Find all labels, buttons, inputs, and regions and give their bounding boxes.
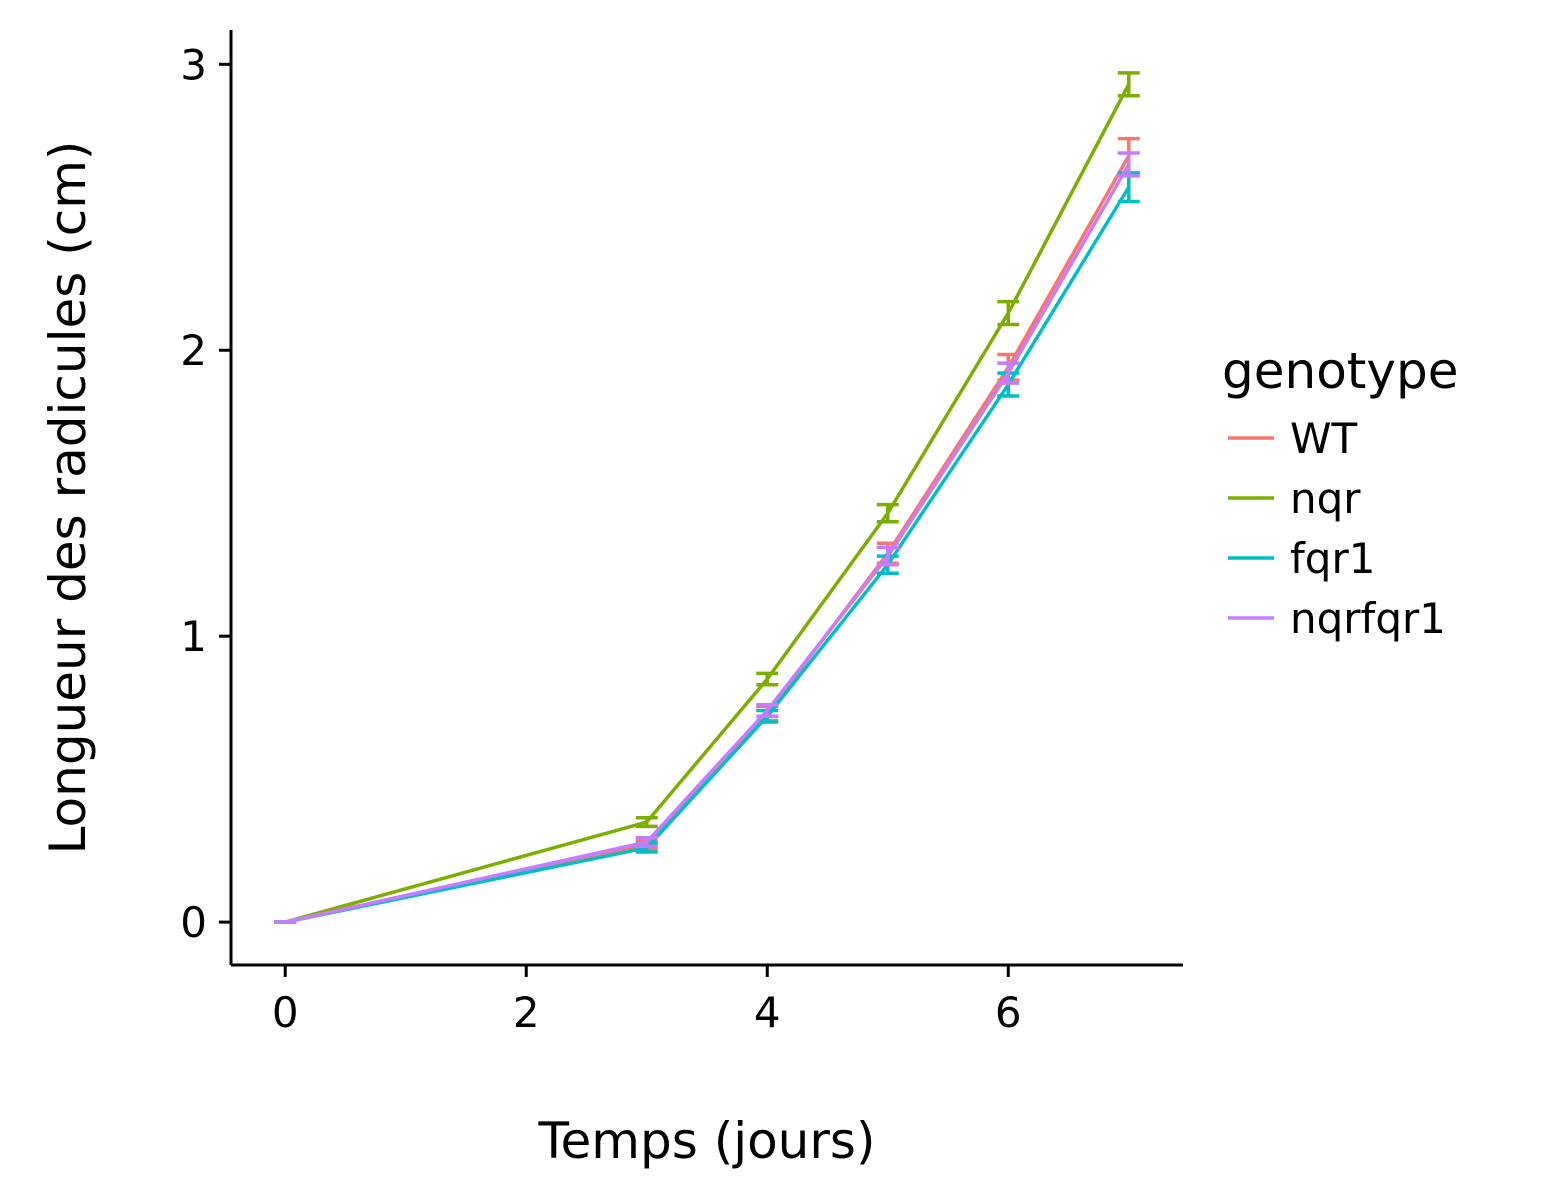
- series-line: [284, 83, 1131, 924]
- x-tick-label: 2: [513, 988, 540, 1037]
- legend-label: nqr: [1290, 474, 1361, 523]
- series-nqr: [274, 71, 1140, 924]
- legend-label: fqr1: [1290, 534, 1375, 583]
- series-WT: [274, 136, 1140, 924]
- series-line: [284, 154, 1131, 924]
- series-layer: [274, 71, 1140, 924]
- series-line: [284, 186, 1131, 924]
- y-axis-ticks: 0 1 2 3: [180, 40, 231, 947]
- y-tick-label: 0: [180, 898, 207, 947]
- series-nqrfqr1: [274, 151, 1140, 924]
- legend-label: WT: [1290, 414, 1358, 463]
- x-axis-title: Temps (jours): [538, 1112, 876, 1170]
- x-tick-label: 6: [995, 988, 1022, 1037]
- legend-item: nqr: [1228, 474, 1361, 523]
- y-tick-label: 3: [180, 40, 207, 89]
- y-tick-label: 1: [180, 612, 207, 661]
- y-tick-label: 2: [180, 326, 207, 375]
- x-tick-label: 0: [272, 988, 299, 1037]
- x-axis-ticks: 0 2 4 6: [272, 965, 1022, 1037]
- legend-item: nqrfqr1: [1228, 594, 1446, 643]
- series-fqr1: [274, 171, 1140, 924]
- y-axis-title: Longueur des radicules (cm): [39, 141, 97, 855]
- legend-item: fqr1: [1228, 534, 1375, 583]
- series-line: [284, 163, 1131, 924]
- legend-label: nqrfqr1: [1290, 594, 1446, 643]
- legend-item: WT: [1228, 414, 1358, 463]
- x-tick-label: 4: [754, 988, 781, 1037]
- legend-title: genotype: [1222, 342, 1458, 400]
